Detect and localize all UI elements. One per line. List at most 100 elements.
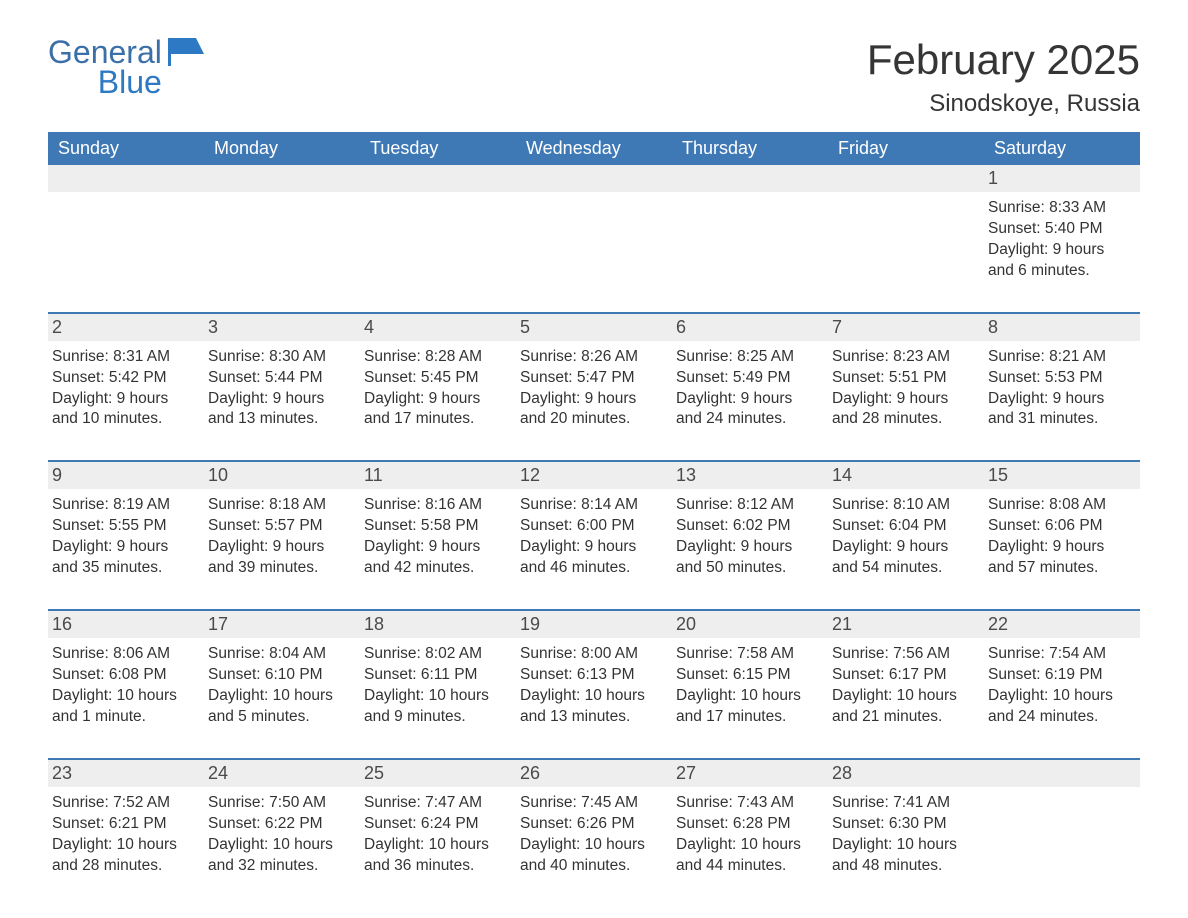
- daylight1-text: Daylight: 9 hours: [832, 389, 978, 410]
- daylight1-text: Daylight: 9 hours: [52, 389, 198, 410]
- day-cell: [204, 192, 360, 288]
- day-cell: Sunrise: 7:41 AMSunset: 6:30 PMDaylight:…: [828, 787, 984, 883]
- day-cell: Sunrise: 8:18 AMSunset: 5:57 PMDaylight:…: [204, 489, 360, 585]
- daylight1-text: Daylight: 10 hours: [988, 686, 1134, 707]
- daylight1-text: Daylight: 9 hours: [520, 537, 666, 558]
- day-cell: Sunrise: 8:02 AMSunset: 6:11 PMDaylight:…: [360, 638, 516, 734]
- day-number: 18: [360, 611, 516, 638]
- daylight2-text: and 36 minutes.: [364, 856, 510, 877]
- daylight2-text: and 6 minutes.: [988, 261, 1134, 282]
- calendar: Sunday Monday Tuesday Wednesday Thursday…: [48, 132, 1140, 882]
- day-cell: Sunrise: 7:54 AMSunset: 6:19 PMDaylight:…: [984, 638, 1140, 734]
- day-number: [984, 760, 1140, 787]
- brand-word2: Blue: [48, 66, 162, 98]
- sunset-text: Sunset: 5:57 PM: [208, 516, 354, 537]
- sunset-text: Sunset: 5:55 PM: [52, 516, 198, 537]
- daylight2-text: and 24 minutes.: [676, 409, 822, 430]
- day-cell: Sunrise: 8:16 AMSunset: 5:58 PMDaylight:…: [360, 489, 516, 585]
- brand-text: General Blue: [48, 36, 162, 98]
- day-cell: Sunrise: 8:04 AMSunset: 6:10 PMDaylight:…: [204, 638, 360, 734]
- day-cell: Sunrise: 8:23 AMSunset: 5:51 PMDaylight:…: [828, 341, 984, 437]
- sunset-text: Sunset: 5:53 PM: [988, 368, 1134, 389]
- daylight2-text: and 28 minutes.: [832, 409, 978, 430]
- sunset-text: Sunset: 6:02 PM: [676, 516, 822, 537]
- day-number: 12: [516, 462, 672, 489]
- daylight2-text: and 57 minutes.: [988, 558, 1134, 579]
- dow-thursday: Thursday: [672, 132, 828, 165]
- sunset-text: Sunset: 6:21 PM: [52, 814, 198, 835]
- day-number: 17: [204, 611, 360, 638]
- sunrise-text: Sunrise: 8:33 AM: [988, 198, 1134, 219]
- sunset-text: Sunset: 5:42 PM: [52, 368, 198, 389]
- daylight1-text: Daylight: 9 hours: [676, 537, 822, 558]
- day-number: 13: [672, 462, 828, 489]
- day-cell: Sunrise: 8:33 AMSunset: 5:40 PMDaylight:…: [984, 192, 1140, 288]
- sunrise-text: Sunrise: 7:41 AM: [832, 793, 978, 814]
- daylight2-text: and 54 minutes.: [832, 558, 978, 579]
- daylight2-text: and 48 minutes.: [832, 856, 978, 877]
- day-number: 19: [516, 611, 672, 638]
- daylight2-text: and 50 minutes.: [676, 558, 822, 579]
- dow-sunday: Sunday: [48, 132, 204, 165]
- day-cell: Sunrise: 8:26 AMSunset: 5:47 PMDaylight:…: [516, 341, 672, 437]
- day-number-row: 9101112131415: [48, 462, 1140, 489]
- day-number: 25: [360, 760, 516, 787]
- sunset-text: Sunset: 6:11 PM: [364, 665, 510, 686]
- day-cell: [672, 192, 828, 288]
- sunrise-text: Sunrise: 7:52 AM: [52, 793, 198, 814]
- day-number: 15: [984, 462, 1140, 489]
- day-number: 28: [828, 760, 984, 787]
- sunrise-text: Sunrise: 7:58 AM: [676, 644, 822, 665]
- sunset-text: Sunset: 6:06 PM: [988, 516, 1134, 537]
- sunrise-text: Sunrise: 8:28 AM: [364, 347, 510, 368]
- day-cell: Sunrise: 7:56 AMSunset: 6:17 PMDaylight:…: [828, 638, 984, 734]
- day-cell: Sunrise: 8:31 AMSunset: 5:42 PMDaylight:…: [48, 341, 204, 437]
- month-title: February 2025: [867, 36, 1140, 84]
- day-cell: [516, 192, 672, 288]
- sunrise-text: Sunrise: 8:18 AM: [208, 495, 354, 516]
- sunset-text: Sunset: 6:19 PM: [988, 665, 1134, 686]
- daylight2-text: and 39 minutes.: [208, 558, 354, 579]
- sunset-text: Sunset: 5:40 PM: [988, 219, 1134, 240]
- day-cell: Sunrise: 7:52 AMSunset: 6:21 PMDaylight:…: [48, 787, 204, 883]
- day-cell: Sunrise: 8:06 AMSunset: 6:08 PMDaylight:…: [48, 638, 204, 734]
- daylight1-text: Daylight: 10 hours: [520, 686, 666, 707]
- day-number: [204, 165, 360, 192]
- daylight1-text: Daylight: 9 hours: [988, 537, 1134, 558]
- daylight2-text: and 17 minutes.: [676, 707, 822, 728]
- day-number: 2: [48, 314, 204, 341]
- day-number: 6: [672, 314, 828, 341]
- daylight2-text: and 9 minutes.: [364, 707, 510, 728]
- sunset-text: Sunset: 6:00 PM: [520, 516, 666, 537]
- weeks-container: 1Sunrise: 8:33 AMSunset: 5:40 PMDaylight…: [48, 165, 1140, 882]
- daylight1-text: Daylight: 10 hours: [364, 686, 510, 707]
- day-number: 10: [204, 462, 360, 489]
- day-number-row: 16171819202122: [48, 611, 1140, 638]
- daylight1-text: Daylight: 9 hours: [676, 389, 822, 410]
- sunset-text: Sunset: 6:30 PM: [832, 814, 978, 835]
- day-number: 21: [828, 611, 984, 638]
- sunset-text: Sunset: 5:45 PM: [364, 368, 510, 389]
- day-cell: [360, 192, 516, 288]
- day-number: 4: [360, 314, 516, 341]
- daylight1-text: Daylight: 9 hours: [208, 389, 354, 410]
- day-number: 11: [360, 462, 516, 489]
- day-cell: Sunrise: 8:14 AMSunset: 6:00 PMDaylight:…: [516, 489, 672, 585]
- sunset-text: Sunset: 6:13 PM: [520, 665, 666, 686]
- sunset-text: Sunset: 5:58 PM: [364, 516, 510, 537]
- dow-tuesday: Tuesday: [360, 132, 516, 165]
- day-number-row: 232425262728: [48, 760, 1140, 787]
- daylight1-text: Daylight: 9 hours: [52, 537, 198, 558]
- sunrise-text: Sunrise: 8:25 AM: [676, 347, 822, 368]
- sunrise-text: Sunrise: 8:31 AM: [52, 347, 198, 368]
- day-number: 14: [828, 462, 984, 489]
- day-number: 22: [984, 611, 1140, 638]
- day-number: [828, 165, 984, 192]
- sunrise-text: Sunrise: 7:50 AM: [208, 793, 354, 814]
- sunrise-text: Sunrise: 8:14 AM: [520, 495, 666, 516]
- day-cell: Sunrise: 8:25 AMSunset: 5:49 PMDaylight:…: [672, 341, 828, 437]
- day-number: 23: [48, 760, 204, 787]
- dow-saturday: Saturday: [984, 132, 1140, 165]
- day-number: 9: [48, 462, 204, 489]
- sunset-text: Sunset: 6:10 PM: [208, 665, 354, 686]
